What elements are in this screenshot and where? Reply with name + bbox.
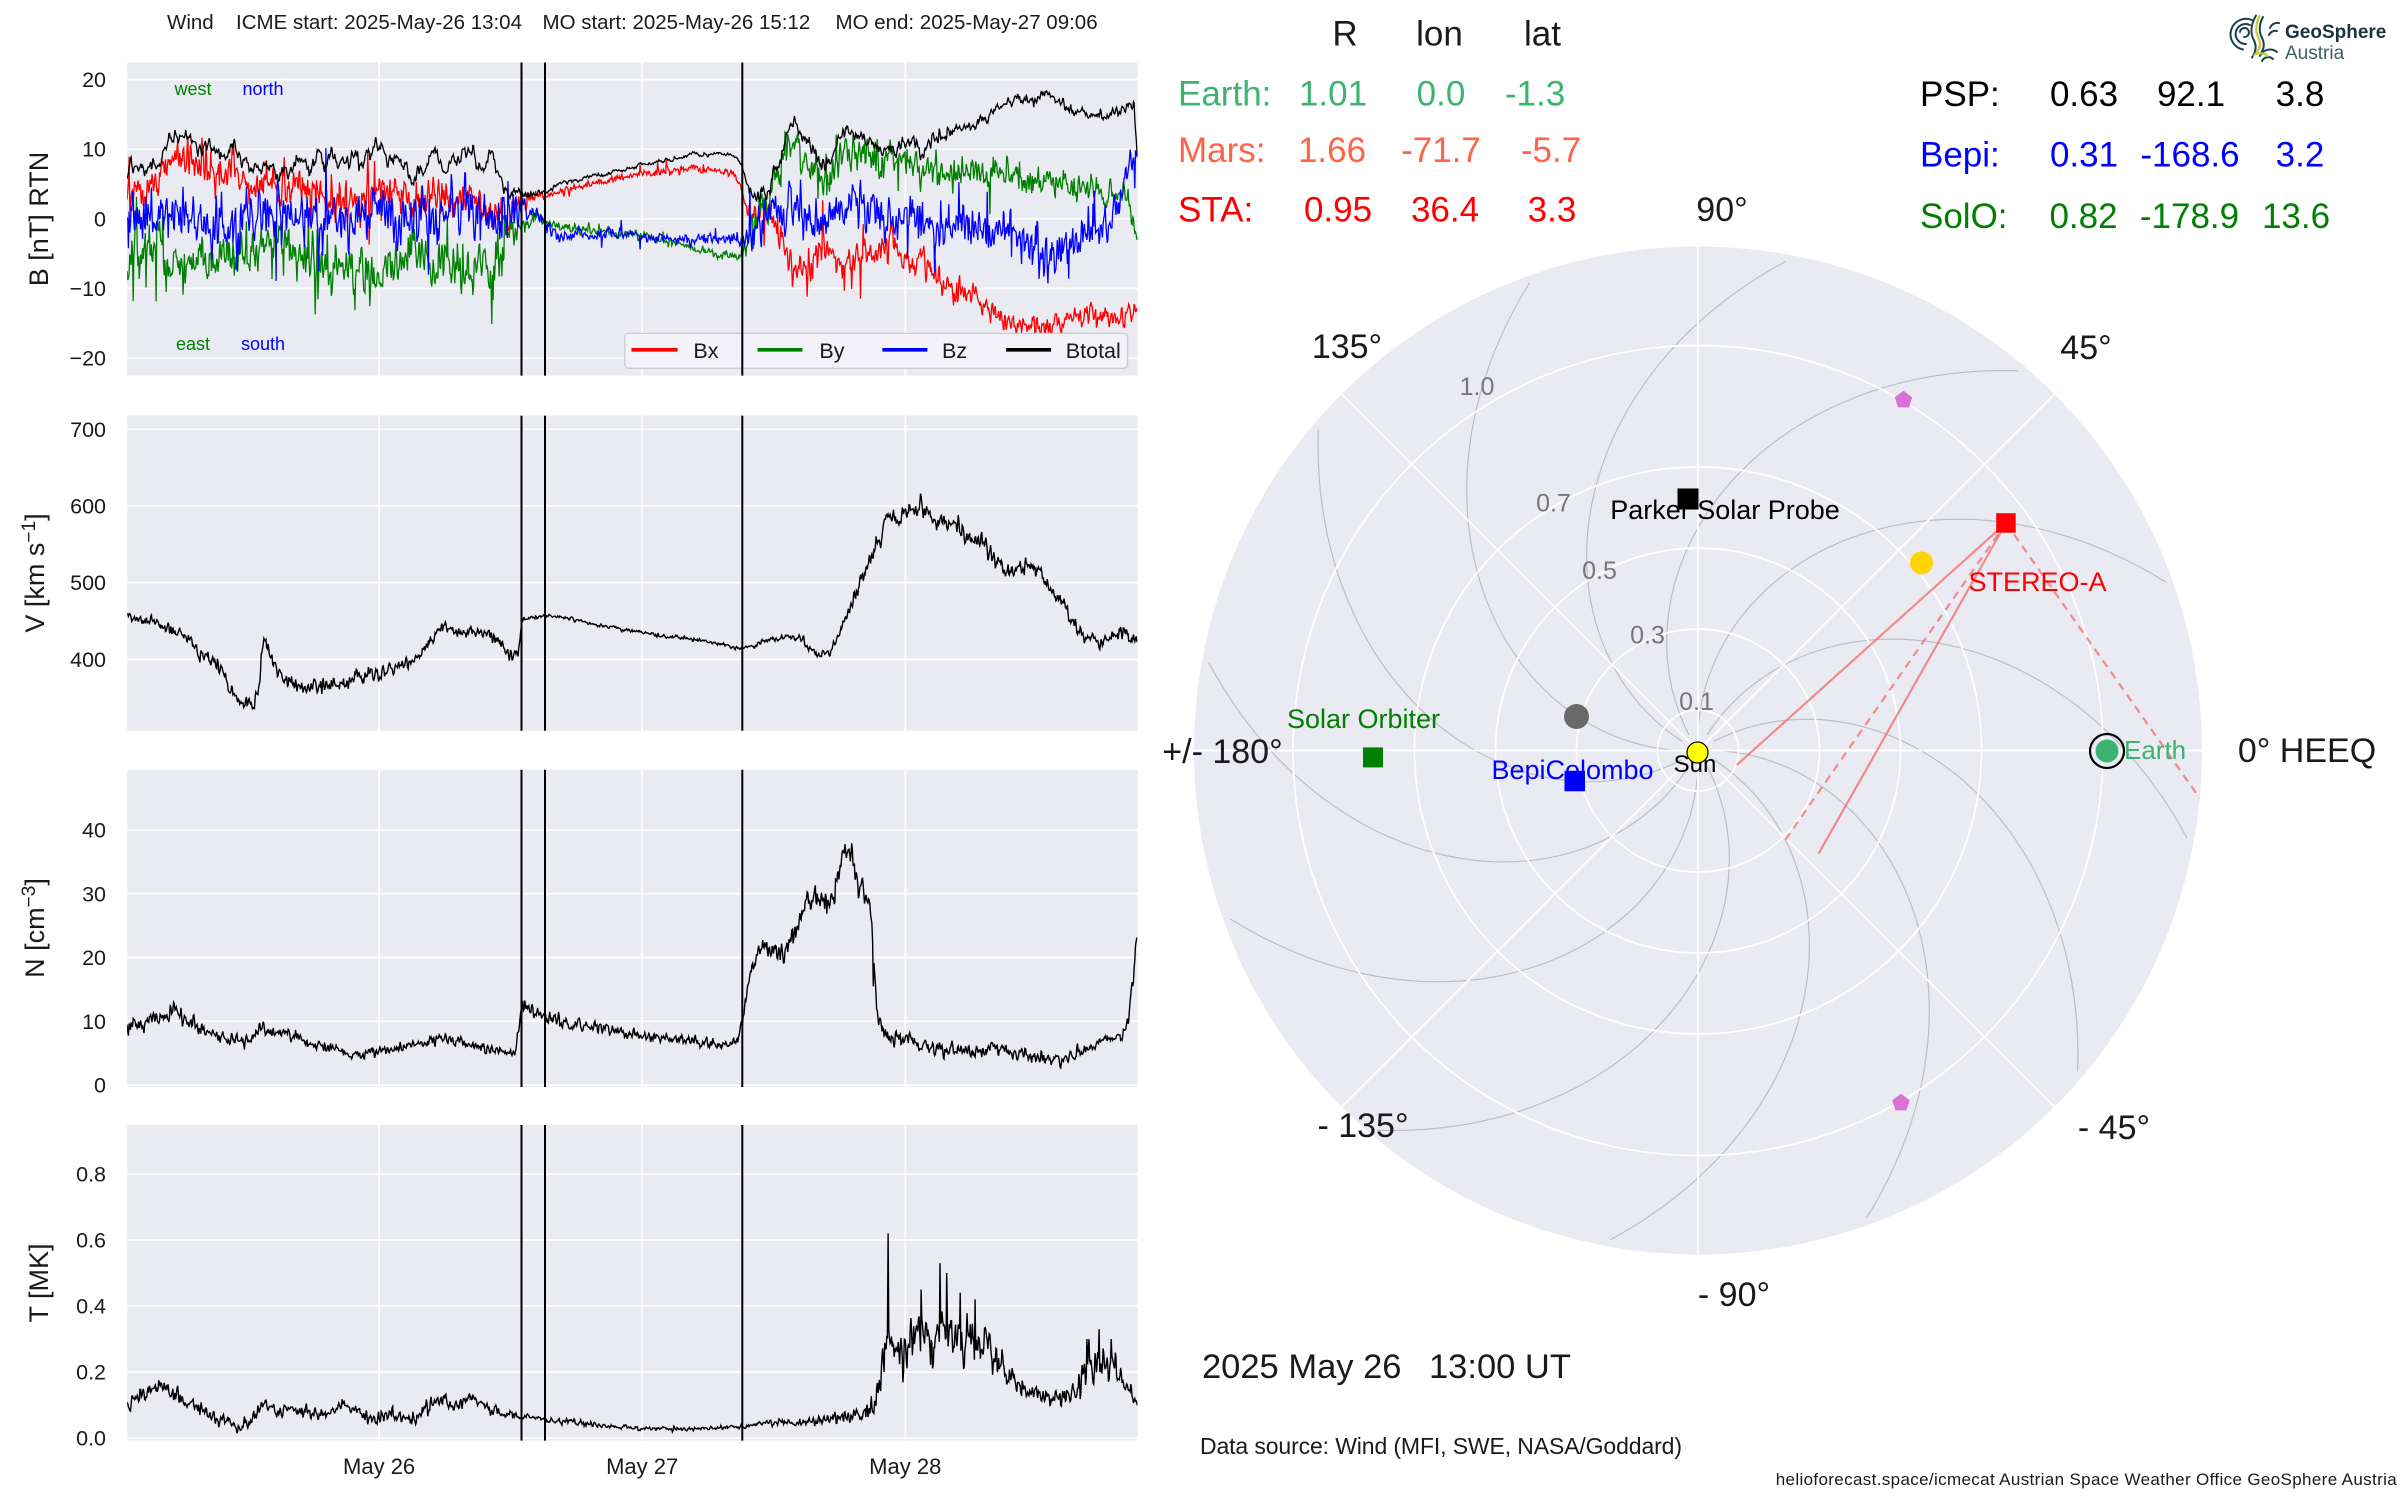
svg-text:1.01: 1.01 [1299,75,1367,114]
svg-text:ICME start: 2025-May-26 13:04: ICME start: 2025-May-26 13:04 [236,11,522,34]
svg-text:0.31: 0.31 [2050,136,2118,175]
svg-text:Earth:: Earth: [1178,75,1271,114]
svg-text:0° HEEQ: 0° HEEQ [2238,732,2376,770]
svg-text:Earth: Earth [2124,735,2186,765]
svg-text:lat: lat [1524,15,1561,54]
svg-text:STA:: STA: [1178,191,1253,230]
svg-text:1.66: 1.66 [1298,131,1366,170]
svg-text:36.4: 36.4 [1411,191,1479,230]
svg-text:STEREO-A: STEREO-A [1968,567,2106,597]
svg-text:400: 400 [70,648,106,672]
svg-text:May 26: May 26 [343,1454,415,1479]
svg-text:0.0: 0.0 [76,1427,106,1451]
svg-text:Bz: Bz [942,339,967,363]
svg-text:Data source: Wind (MFI, SWE, N: Data source: Wind (MFI, SWE, NASA/Goddar… [1200,1433,1682,1459]
svg-text:May 28: May 28 [869,1454,941,1479]
svg-text:92.1: 92.1 [2157,75,2225,114]
svg-text:- 135°: - 135° [1317,1107,1408,1145]
svg-text:0.4: 0.4 [76,1295,106,1319]
svg-text:- 45°: - 45° [2078,1109,2150,1147]
svg-text:SolO:: SolO: [1920,197,2008,236]
svg-text:10: 10 [82,138,106,162]
svg-text:By: By [819,339,844,363]
svg-text:-168.6: -168.6 [2140,136,2239,175]
svg-text:B [nT] RTN: B [nT] RTN [24,152,54,287]
svg-text:Bepi:: Bepi: [1920,136,2000,175]
svg-text:Wind: Wind [167,11,214,34]
svg-text:R: R [1332,15,1357,54]
svg-text:1.0: 1.0 [1460,373,1495,401]
svg-text:700: 700 [70,418,106,442]
svg-text:- 90°: - 90° [1698,1276,1770,1314]
svg-text:-1.3: -1.3 [1505,75,1565,114]
svg-text:40: 40 [82,819,106,843]
svg-text:west: west [173,79,211,99]
svg-text:13:00 UT: 13:00 UT [1429,1348,1571,1386]
svg-text:Parker Solar Probe: Parker Solar Probe [1610,495,1840,525]
svg-text:0.1: 0.1 [1679,688,1714,716]
svg-text:north: north [242,79,283,99]
svg-text:0.3: 0.3 [1630,622,1665,650]
svg-text:0.7: 0.7 [1536,490,1571,518]
svg-text:90°: 90° [1696,191,1747,229]
svg-text:0.6: 0.6 [76,1229,106,1253]
svg-text:0.95: 0.95 [1304,191,1372,230]
svg-text:Austria: Austria [2285,43,2345,64]
svg-text:+/- 180°: +/- 180° [1162,733,1282,771]
svg-text:3.8: 3.8 [2276,75,2325,114]
svg-text:Mars:: Mars: [1178,131,1266,170]
svg-text:lon: lon [1416,15,1463,54]
svg-text:13.6: 13.6 [2262,197,2330,236]
svg-text:-5.7: -5.7 [1521,131,1581,170]
svg-text:MO end: 2025-May-27 09:06: MO end: 2025-May-27 09:06 [836,11,1098,34]
svg-text:east: east [176,334,210,354]
svg-text:2025 May 26: 2025 May 26 [1202,1348,1401,1386]
svg-text:0: 0 [94,1074,106,1098]
svg-text:0.5: 0.5 [1582,557,1617,585]
svg-text:−10: −10 [70,277,107,301]
svg-text:3.2: 3.2 [2276,136,2325,175]
svg-text:May 27: May 27 [606,1454,678,1479]
svg-text:−20: −20 [70,347,107,371]
svg-text:T [MK]: T [MK] [24,1243,54,1322]
svg-text:Bx: Bx [693,339,718,363]
svg-text:Solar Orbiter: Solar Orbiter [1287,704,1440,734]
svg-text:10: 10 [82,1010,106,1034]
svg-text:0.2: 0.2 [76,1361,106,1385]
svg-text:30: 30 [82,882,106,906]
svg-text:0.8: 0.8 [76,1163,106,1187]
svg-text:-71.7: -71.7 [1401,131,1481,170]
svg-text:45°: 45° [2060,329,2111,367]
svg-text:135°: 135° [1312,328,1382,366]
svg-text:Btotal: Btotal [1066,339,1121,363]
svg-text:-178.9: -178.9 [2140,197,2239,236]
svg-text:helioforecast.space/icmecat: helioforecast.space/icmecat Austrian Spa… [1776,1470,2398,1489]
svg-text:3.3: 3.3 [1528,191,1577,230]
svg-text:500: 500 [70,571,106,595]
svg-text:PSP:: PSP: [1920,75,2000,114]
svg-text:20: 20 [82,946,106,970]
svg-text:0: 0 [94,207,106,231]
svg-text:0.63: 0.63 [2050,75,2118,114]
svg-text:south: south [241,334,285,354]
svg-text:GeoSphere: GeoSphere [2285,22,2386,43]
svg-text:20: 20 [82,68,106,92]
svg-text:MO start: 2025-May-26 15:12: MO start: 2025-May-26 15:12 [543,11,811,34]
svg-text:600: 600 [70,495,106,519]
svg-text:0.0: 0.0 [1417,75,1466,114]
svg-text:0.82: 0.82 [2049,197,2117,236]
